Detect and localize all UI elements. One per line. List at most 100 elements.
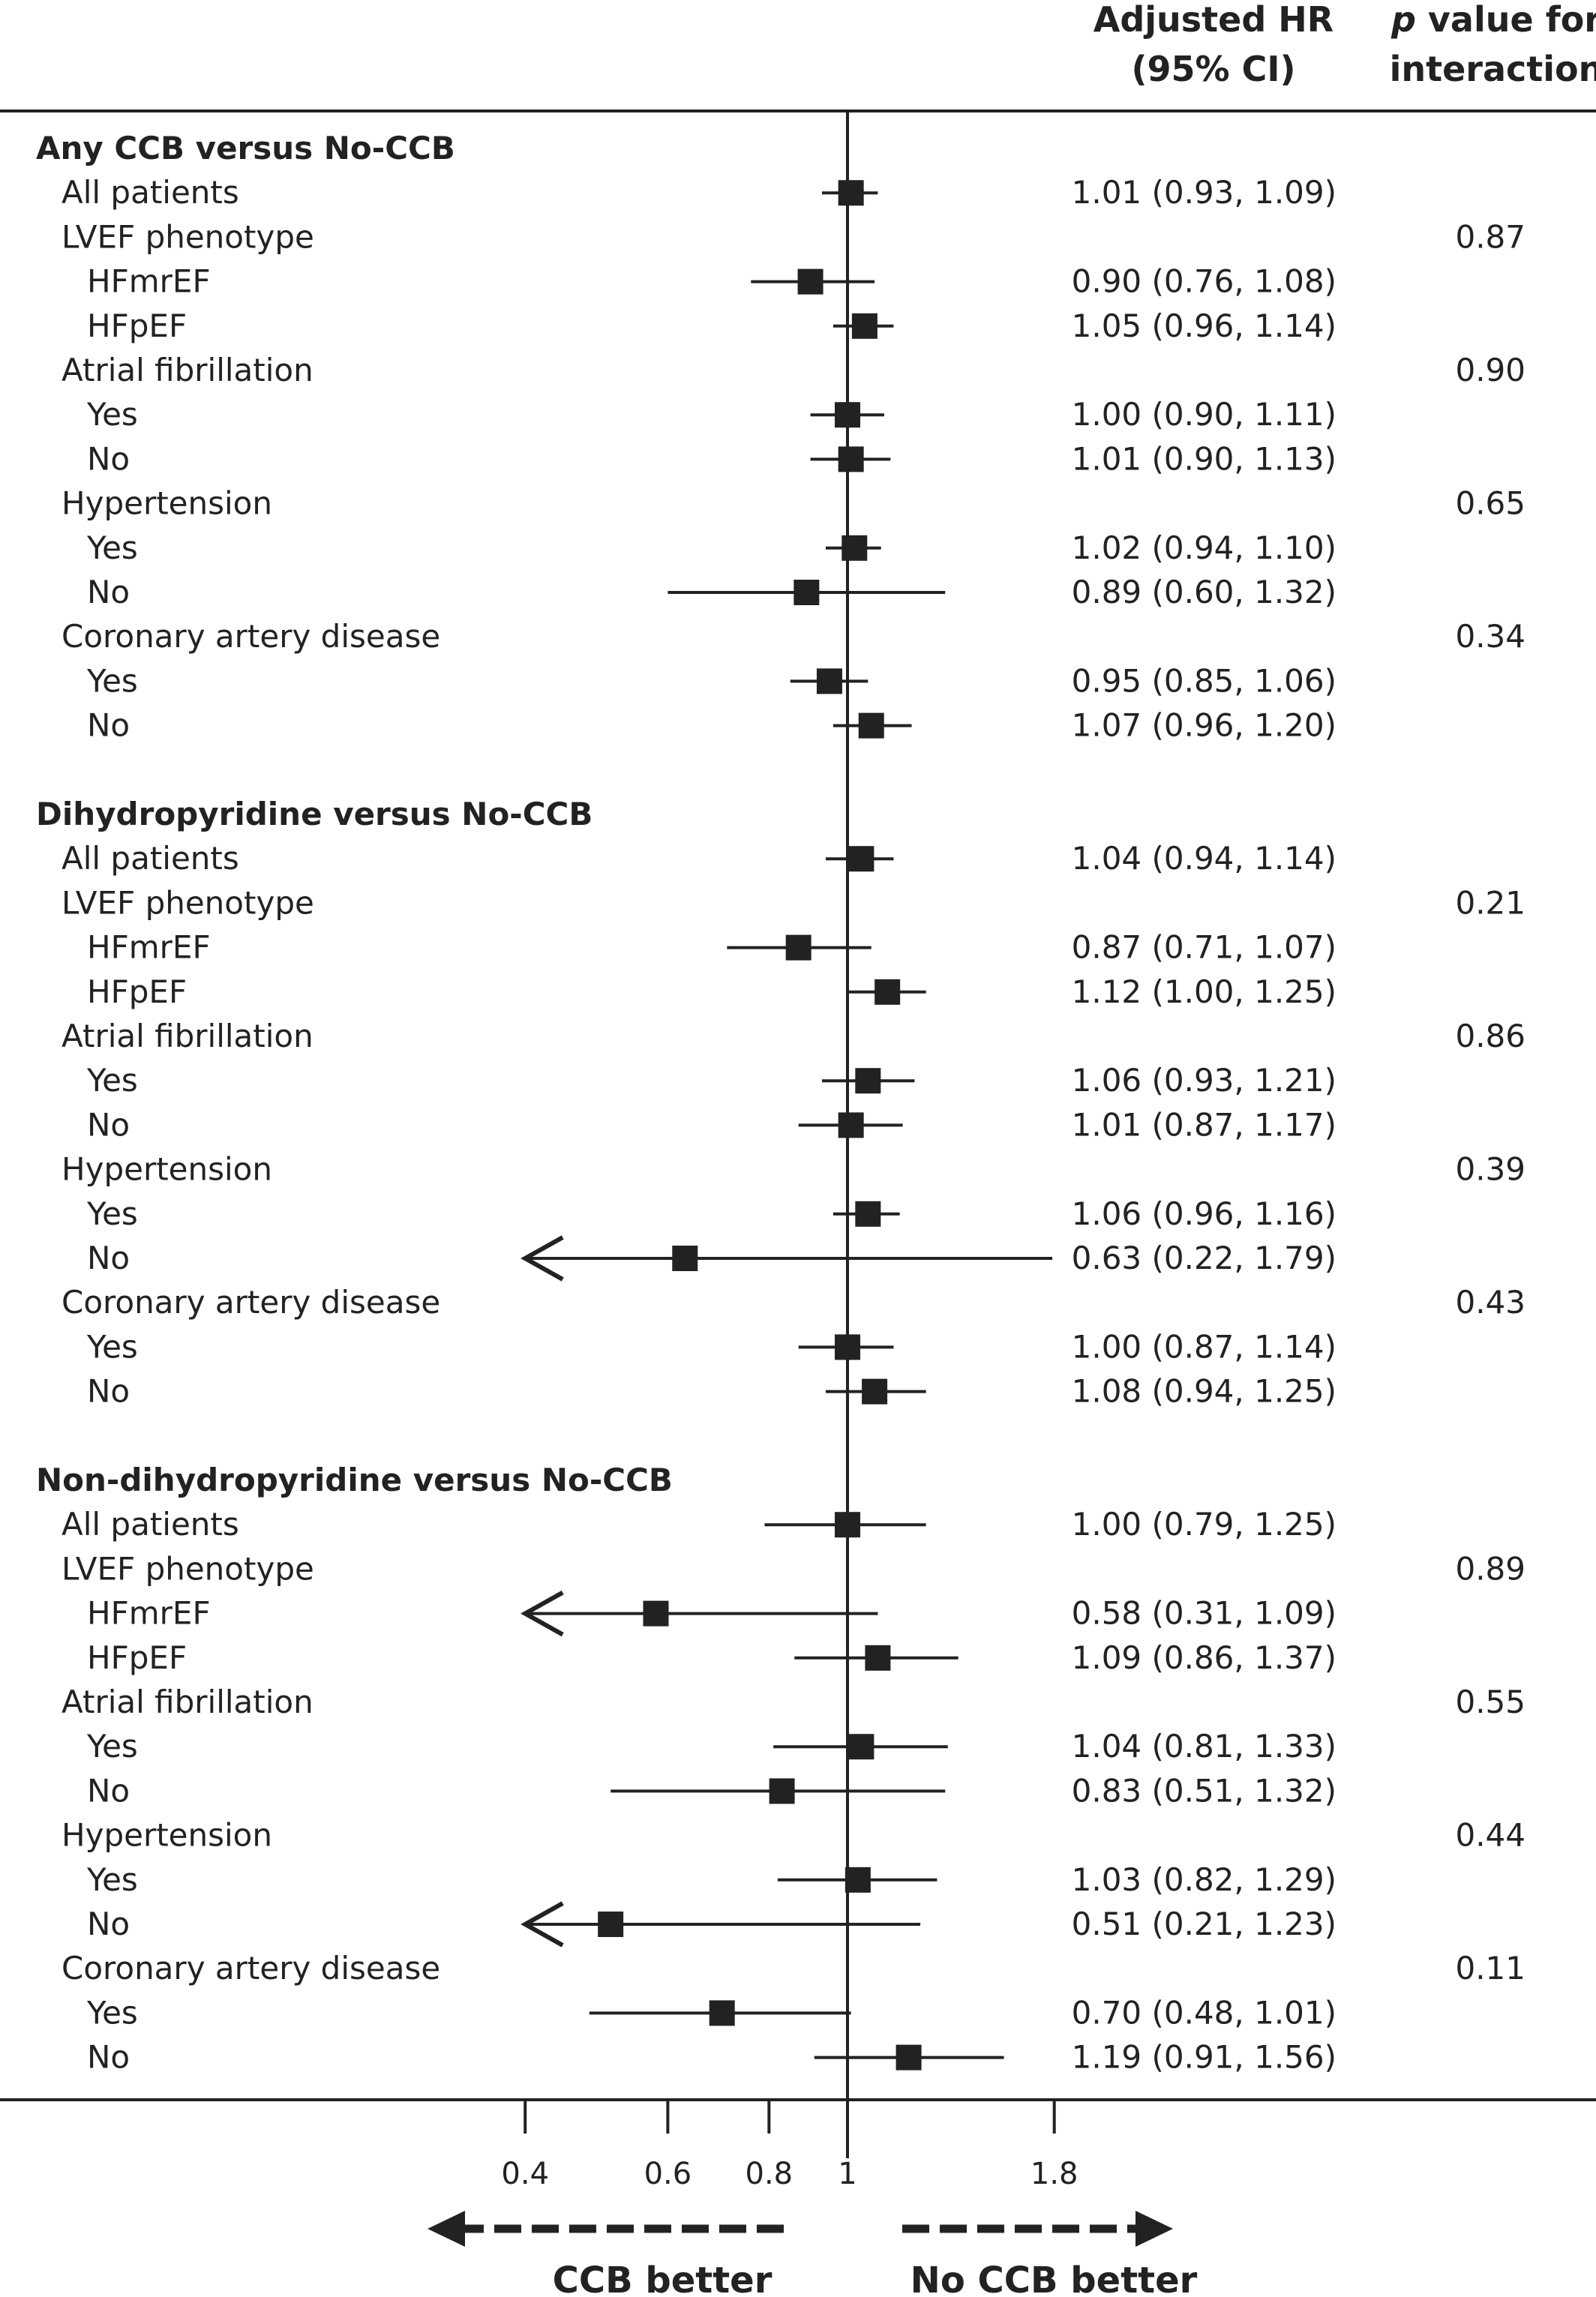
row-label: Coronary artery disease [62,1284,440,1321]
estimate-text: 1.06 (0.96, 1.16) [1072,1195,1336,1232]
row-label: Yes [86,1195,138,1232]
row-label: Yes [86,1994,138,2031]
row-label: All patients [62,174,239,211]
p-value: 0.87 [1455,218,1526,255]
row-label: Yes [86,1062,138,1099]
p-value: 0.39 [1455,1151,1526,1188]
estimate-text: 0.90 (0.76, 1.08) [1072,263,1336,300]
estimate-text: 0.58 (0.31, 1.09) [1072,1595,1336,1632]
row-label: Yes [86,662,138,699]
point-estimate [709,2000,735,2026]
hr-header-line1: Adjusted HR [1094,0,1334,40]
estimate-text: 1.04 (0.94, 1.14) [1072,840,1336,877]
row-label: No [87,1906,130,1942]
x-tick-label: 0.8 [746,2157,794,2191]
point-estimate [672,1246,698,1271]
estimate-text: 0.87 (0.71, 1.07) [1072,929,1336,966]
row-label: HFmrEF [87,929,211,966]
estimate-text: 1.02 (0.94, 1.10) [1072,529,1336,566]
direction-left: CCB better [428,2211,784,2297]
p-value: 0.65 [1455,485,1526,522]
x-axis: 0.4 0.6 0.8 1 1.8 [501,111,1078,2191]
point-estimate [896,2044,922,2071]
point-estimate [848,846,874,872]
estimate-text: 1.03 (0.82, 1.29) [1072,1861,1336,1898]
p-value: 0.44 [1455,1817,1526,1854]
point-estimate [598,1912,624,1937]
row-label: Yes [86,396,138,433]
row-label: Atrial fibrillation [62,1018,314,1054]
row-label: No [87,707,130,744]
direction-left-label: CCB better [553,2260,772,2297]
row-label: No [87,574,130,610]
row-label: HFmrEF [87,263,211,300]
point-estimate [842,535,868,561]
p-value: 0.34 [1455,618,1526,655]
hr-header-line2: (95% CI) [1131,49,1295,89]
point-estimate [865,1645,891,1671]
row-label: All patients [62,1506,239,1543]
point-estimate [855,1201,881,1227]
p-value: 0.55 [1455,1684,1526,1720]
row-label: LVEF phenotype [62,218,314,255]
rows-layer: Any CCB versus No-CCB All patients 1.01 (0… [36,130,1526,2076]
estimate-text: 0.83 (0.51, 1.32) [1072,1772,1336,1809]
row-label: No [87,1772,130,1809]
row-label: HFmrEF [87,1595,211,1632]
estimate-text: 1.01 (0.87, 1.17) [1072,1106,1336,1143]
point-estimate [844,1867,871,1893]
row-label: Hypertension [62,1817,272,1854]
group-title: Non-dihydropyridine versus No-CCB [36,1462,673,1498]
point-estimate [816,668,842,694]
point-estimate [785,934,812,961]
point-estimate [855,1068,881,1094]
estimate-text: 1.06 (0.93, 1.21) [1072,1062,1336,1099]
row-label: Atrial fibrillation [62,352,314,388]
p-rest: value for [1416,0,1596,40]
group-title: Any CCB versus No-CCB [36,130,455,166]
p-italic: p [1390,0,1416,40]
row-label: All patients [62,840,239,877]
p-header-line1: p value for [1390,0,1596,40]
point-estimate [838,1112,864,1138]
p-value: 0.89 [1455,1550,1526,1587]
row-label: Yes [86,1328,138,1365]
p-value: 0.21 [1455,884,1526,921]
row-label: No [87,2039,130,2076]
estimate-text: 1.00 (0.90, 1.11) [1072,396,1336,433]
estimate-text: 1.12 (1.00, 1.25) [1072,973,1336,1010]
row-label: HFpEF [87,307,187,344]
estimate-text: 1.01 (0.93, 1.09) [1072,174,1336,211]
p-value: 0.90 [1455,352,1526,388]
estimate-text: 1.00 (0.79, 1.25) [1072,1506,1336,1543]
p-header-line2: interaction [1390,49,1596,89]
point-estimate [838,180,864,206]
row-label: Hypertension [62,485,272,522]
point-estimate [794,580,820,605]
row-label: LVEF phenotype [62,884,314,921]
point-estimate [838,446,864,472]
x-tick-label: 1.8 [1030,2157,1078,2191]
ci-truncation-arrow [520,1590,564,1637]
estimate-text: 0.70 (0.48, 1.01) [1072,1994,1336,2031]
row-label: Yes [86,529,138,566]
row-label: Yes [86,1728,138,1765]
estimate-text: 0.63 (0.22, 1.79) [1072,1240,1336,1276]
point-estimate [862,1378,888,1405]
row-label: Hypertension [62,1151,272,1188]
row-label: Yes [86,1861,138,1898]
estimate-text: 1.00 (0.87, 1.14) [1072,1328,1336,1365]
point-estimate [851,313,878,339]
estimate-text: 1.07 (0.96, 1.20) [1072,707,1336,744]
estimate-text: 1.01 (0.90, 1.13) [1072,440,1336,477]
estimate-text: 0.89 (0.60, 1.32) [1072,574,1336,610]
point-estimate [858,712,884,739]
row-label: No [87,440,130,477]
p-value: 0.86 [1455,1018,1526,1054]
estimate-text: 1.04 (0.81, 1.33) [1072,1728,1336,1765]
ci-truncation-arrow [520,1901,564,1948]
x-tick-label: 0.4 [501,2157,549,2191]
p-value: 0.43 [1455,1284,1526,1321]
row-label: Coronary artery disease [62,1950,440,1987]
row-label: No [87,1106,130,1143]
